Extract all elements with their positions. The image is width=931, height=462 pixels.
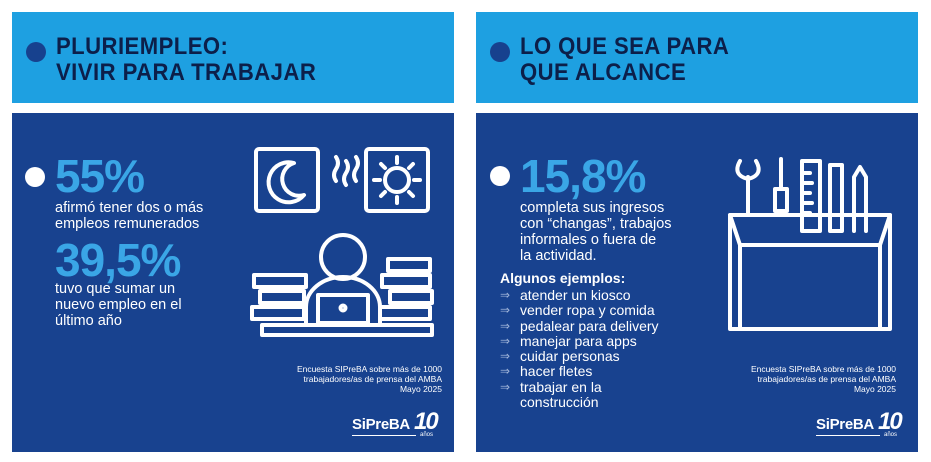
stat-value-2: 39,5% (55, 234, 181, 286)
panel-changas: LO QUE SEA PARA QUE ALCANCE 15,8% comple… (476, 12, 918, 452)
list-item: ⇒ pedalear para delivery (500, 317, 659, 334)
worker-day-night-icon (250, 147, 434, 337)
sipreba-logo: SiPreBA 10 años (352, 408, 442, 440)
arrow-right-icon: ⇒ (500, 318, 511, 333)
toolbox-icon (728, 157, 892, 331)
logo-underline (352, 435, 416, 436)
panel-pluriempleo: PLURIEMPLEO: VIVIR PARA TRABAJAR 55% afi… (12, 12, 454, 452)
panel-title: PLURIEMPLEO: VIVIR PARA TRABAJAR (56, 33, 317, 86)
stat-bullet (25, 167, 45, 187)
header-bullet (490, 42, 510, 62)
arrow-right-icon: ⇒ (500, 303, 511, 318)
list-item: ⇒ hacer fletes (500, 363, 593, 380)
examples-list: ⇒ atender un kiosco ⇒ vender ropa y comida… (500, 287, 659, 411)
panel-body: 55% afirmó tener dos o más empleos remun… (12, 113, 454, 452)
logo-number: 10 (414, 408, 439, 435)
stat-bullet (490, 166, 510, 186)
list-item: ⇒ trabajar en la construcción (500, 378, 602, 411)
arrow-right-icon: ⇒ (500, 333, 511, 348)
stat-text-2: tuvo que sumar un nuevo empleo en el últ… (55, 281, 182, 329)
sipreba-logo: SiPreBA 10 años (816, 408, 906, 440)
stat-text-1: afirmó tener dos o más empleos remunerad… (55, 200, 204, 232)
stat-value-1: 55% (55, 150, 145, 202)
logo-underline (816, 435, 880, 436)
header-bullet (26, 42, 46, 62)
panel-title: LO QUE SEA PARA QUE ALCANCE (520, 33, 730, 86)
logo-name: SiPreBA (352, 416, 410, 433)
list-item: ⇒ cuidar personas (500, 348, 620, 365)
arrow-right-icon: ⇒ (500, 364, 511, 379)
examples-title: Algunos ejemplos: (500, 270, 626, 286)
header-banner: LO QUE SEA PARA QUE ALCANCE (476, 12, 918, 103)
header-banner: PLURIEMPLEO: VIVIR PARA TRABAJAR (12, 12, 454, 103)
panel-body: 15,8% completa sus ingresos con “changas… (476, 113, 918, 452)
logo-number: 10 (878, 408, 903, 435)
stat-value-1: 15,8% (520, 150, 646, 202)
logo-sub: años (420, 432, 434, 438)
logo-name: SiPreBA (816, 416, 874, 433)
arrow-right-icon: ⇒ (500, 379, 511, 394)
stat-text-1: completa sus ingresos con “changas”, tra… (520, 200, 672, 264)
source-note: Encuesta SIPreBA sobre más de 1000 traba… (296, 364, 442, 394)
arrow-right-icon: ⇒ (500, 288, 511, 302)
arrow-right-icon: ⇒ (500, 349, 511, 364)
list-item: ⇒ manejar para apps (500, 332, 637, 349)
list-item: ⇒ vender ropa y comida (500, 302, 655, 319)
list-item: ⇒ atender un kiosco (500, 287, 631, 303)
logo-sub: años (884, 432, 898, 438)
source-note: Encuesta SIPreBA sobre más de 1000 traba… (750, 364, 896, 394)
